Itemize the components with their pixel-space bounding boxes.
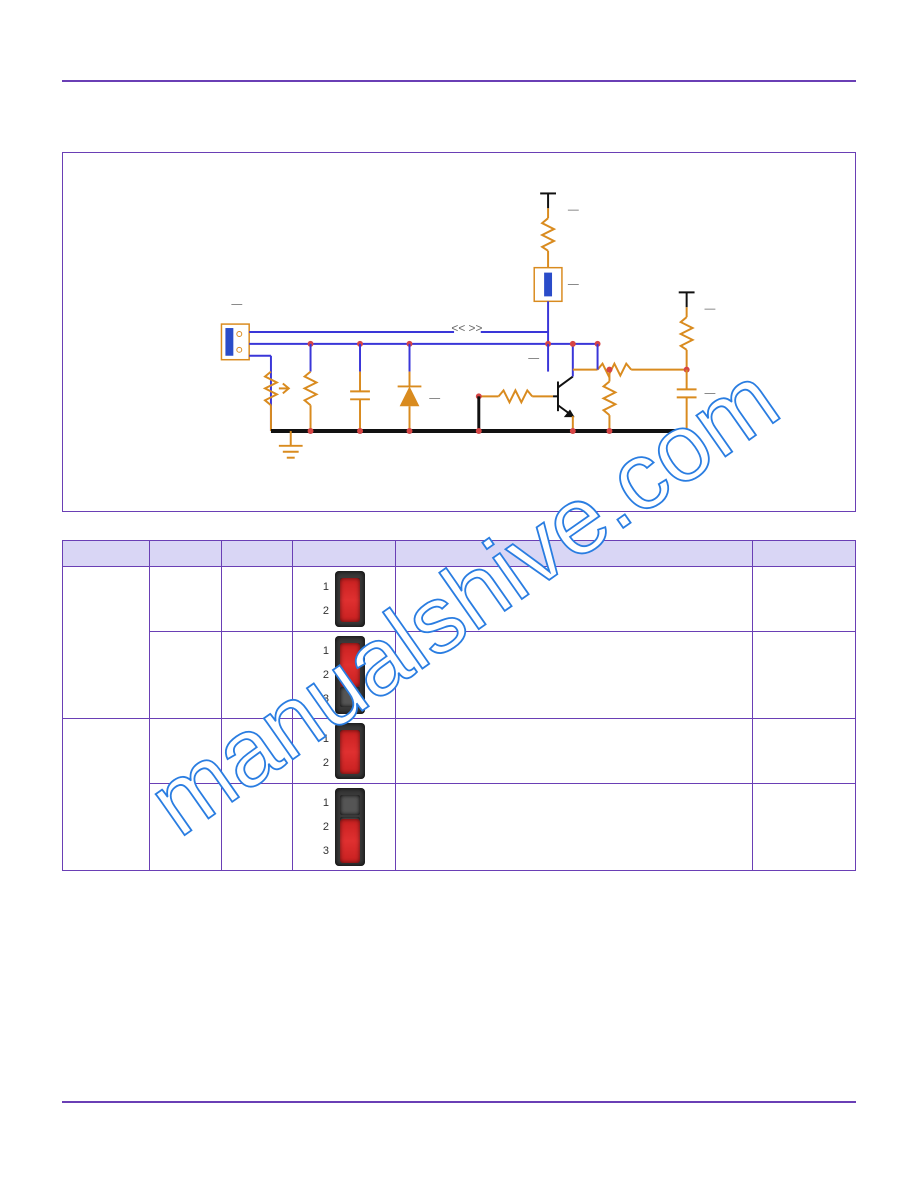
resistor-base — [479, 390, 553, 402]
cell — [752, 719, 855, 784]
table-row: 1 2 — [63, 567, 856, 632]
label-dash: — — [568, 204, 579, 216]
resistor-right-top — [681, 307, 693, 369]
pin-labels: 1 2 — [323, 575, 329, 623]
cell — [221, 632, 292, 719]
cell — [150, 784, 221, 871]
capacitor-right — [677, 370, 697, 431]
cell — [150, 632, 221, 719]
label-dash: — — [704, 387, 715, 399]
pin-labels: 1 2 3 — [323, 639, 329, 711]
label-dash: — — [704, 303, 715, 315]
pin-labels: 1 2 — [323, 727, 329, 775]
circuit-diagram-frame: — — — — — [62, 152, 856, 512]
header-rule — [62, 80, 856, 82]
col-header — [221, 541, 292, 567]
jumper-diagram-cell: 1 2 — [292, 567, 395, 632]
cell — [221, 567, 292, 632]
cell — [221, 719, 292, 784]
document-page: — — — — — [0, 0, 918, 911]
cell — [752, 632, 855, 719]
footer-rule — [62, 1101, 856, 1103]
table-row: 1 2 — [63, 719, 856, 784]
col-header — [396, 541, 753, 567]
table-header-row — [63, 541, 856, 567]
col-header — [63, 541, 150, 567]
cell — [396, 567, 753, 632]
label-dash: — — [568, 278, 579, 290]
table-row: 1 2 3 — [63, 632, 856, 719]
resistor-top — [542, 208, 554, 267]
label-dash: — — [429, 392, 440, 404]
pin-labels: 1 2 3 — [323, 791, 329, 863]
cell — [221, 784, 292, 871]
resistor-2 — [305, 372, 317, 431]
table-row: 1 2 3 — [63, 784, 856, 871]
resistor-1 — [265, 372, 289, 431]
ground-symbol — [279, 431, 303, 458]
col-header — [292, 541, 395, 567]
jumper-2pin-icon — [335, 571, 365, 627]
jumper-3pin-icon — [335, 788, 365, 866]
cell — [396, 719, 753, 784]
cell — [150, 719, 221, 784]
resistor-right-bot — [604, 370, 616, 431]
cell — [63, 719, 150, 871]
jumper-3pin-icon — [335, 636, 365, 714]
jumper-diagram-cell: 1 2 3 — [292, 784, 395, 871]
jumper-settings-table: 1 2 — [62, 540, 856, 871]
jumper-diagram-cell: 1 2 3 — [292, 632, 395, 719]
bus-indicator: << >> — [451, 321, 482, 335]
circuit-diagram: — — — — — [73, 173, 845, 491]
cell — [396, 784, 753, 871]
label-dash: — — [231, 298, 242, 310]
diode-tvs — [398, 372, 422, 431]
label-dash: — — [528, 353, 539, 365]
jumper-diagram-cell: 1 2 — [292, 719, 395, 784]
jumper-2pin-icon — [335, 723, 365, 779]
cell — [752, 567, 855, 632]
transistor — [553, 377, 573, 417]
capacitor-1 — [350, 372, 370, 431]
cell — [396, 632, 753, 719]
col-header — [150, 541, 221, 567]
resistor-emitter — [573, 364, 687, 376]
cell — [63, 567, 150, 719]
cell — [752, 784, 855, 871]
cell — [150, 567, 221, 632]
col-header — [752, 541, 855, 567]
